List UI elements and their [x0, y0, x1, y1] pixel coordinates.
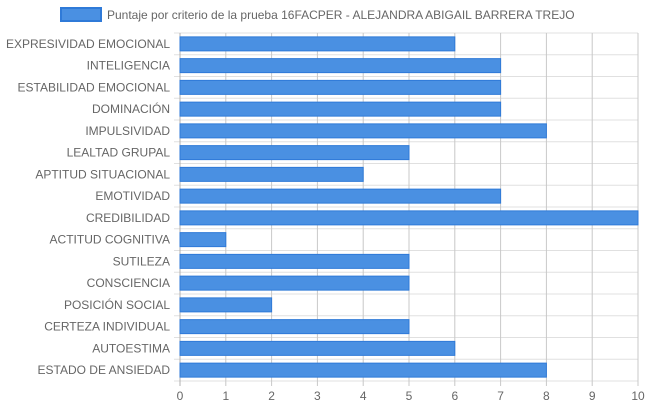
- x-tick-label: 6: [451, 389, 458, 403]
- bar[interactable]: [179, 36, 456, 52]
- bars: [179, 36, 639, 378]
- category-label: EMOTIVIDAD: [95, 189, 170, 203]
- category-label: CREDIBILIDAD: [86, 211, 170, 225]
- x-tick-label: 2: [268, 389, 275, 403]
- x-tick-label: 8: [543, 389, 550, 403]
- bar[interactable]: [179, 232, 227, 248]
- bar[interactable]: [179, 101, 502, 117]
- x-tick-label: 3: [314, 389, 321, 403]
- legend-label: Puntaje por criterio de la prueba 16FACP…: [107, 8, 575, 22]
- bar[interactable]: [179, 297, 273, 313]
- bar[interactable]: [179, 188, 502, 204]
- bar[interactable]: [179, 210, 639, 226]
- legend-swatch: [60, 7, 102, 22]
- category-label: ESTADO DE ANSIEDAD: [38, 363, 171, 377]
- bar[interactable]: [179, 319, 410, 335]
- x-tick-label: 7: [497, 389, 504, 403]
- category-label: SUTILEZA: [113, 254, 170, 268]
- bar[interactable]: [179, 166, 364, 182]
- x-tick-label: 4: [360, 389, 367, 403]
- x-tick-label: 9: [589, 389, 596, 403]
- category-label: INTELIGENCIA: [87, 59, 170, 73]
- bar[interactable]: [179, 123, 547, 139]
- category-label: IMPULSIVIDAD: [85, 124, 170, 138]
- legend[interactable]: Puntaje por criterio de la prueba 16FACP…: [60, 7, 575, 22]
- bar[interactable]: [179, 253, 410, 269]
- x-axis-ticks: 0 1 2 3 4 5 6 7 8 9 10: [177, 389, 645, 403]
- x-tick-label: 5: [406, 389, 413, 403]
- category-label: EXPRESIVIDAD EMOCIONAL: [6, 37, 170, 51]
- bar[interactable]: [179, 340, 456, 356]
- category-label: CERTEZA INDIVIDUAL: [44, 320, 170, 334]
- category-labels: EXPRESIVIDAD EMOCIONAL INTELIGENCIA ESTABI…: [6, 37, 170, 377]
- bar[interactable]: [179, 362, 547, 378]
- category-label: ESTABILIDAD EMOCIONAL: [18, 80, 171, 94]
- x-tick-label: 1: [222, 389, 229, 403]
- category-label: AUTOESTIMA: [92, 341, 170, 355]
- bar[interactable]: [179, 145, 410, 161]
- x-tick-label: 0: [177, 389, 184, 403]
- x-tick-label: 10: [631, 389, 645, 403]
- bar[interactable]: [179, 58, 502, 74]
- bar[interactable]: [179, 79, 502, 95]
- category-label: CONSCIENCIA: [87, 276, 170, 290]
- category-label: APTITUD SITUACIONAL: [35, 167, 170, 181]
- bar[interactable]: [179, 275, 410, 291]
- category-label: LEALTAD GRUPAL: [67, 146, 171, 160]
- category-label: DOMINACIÓN: [92, 101, 170, 116]
- category-label: ACTITUD COGNITIVA: [50, 233, 170, 247]
- category-label: POSICIÓN SOCIAL: [64, 297, 170, 312]
